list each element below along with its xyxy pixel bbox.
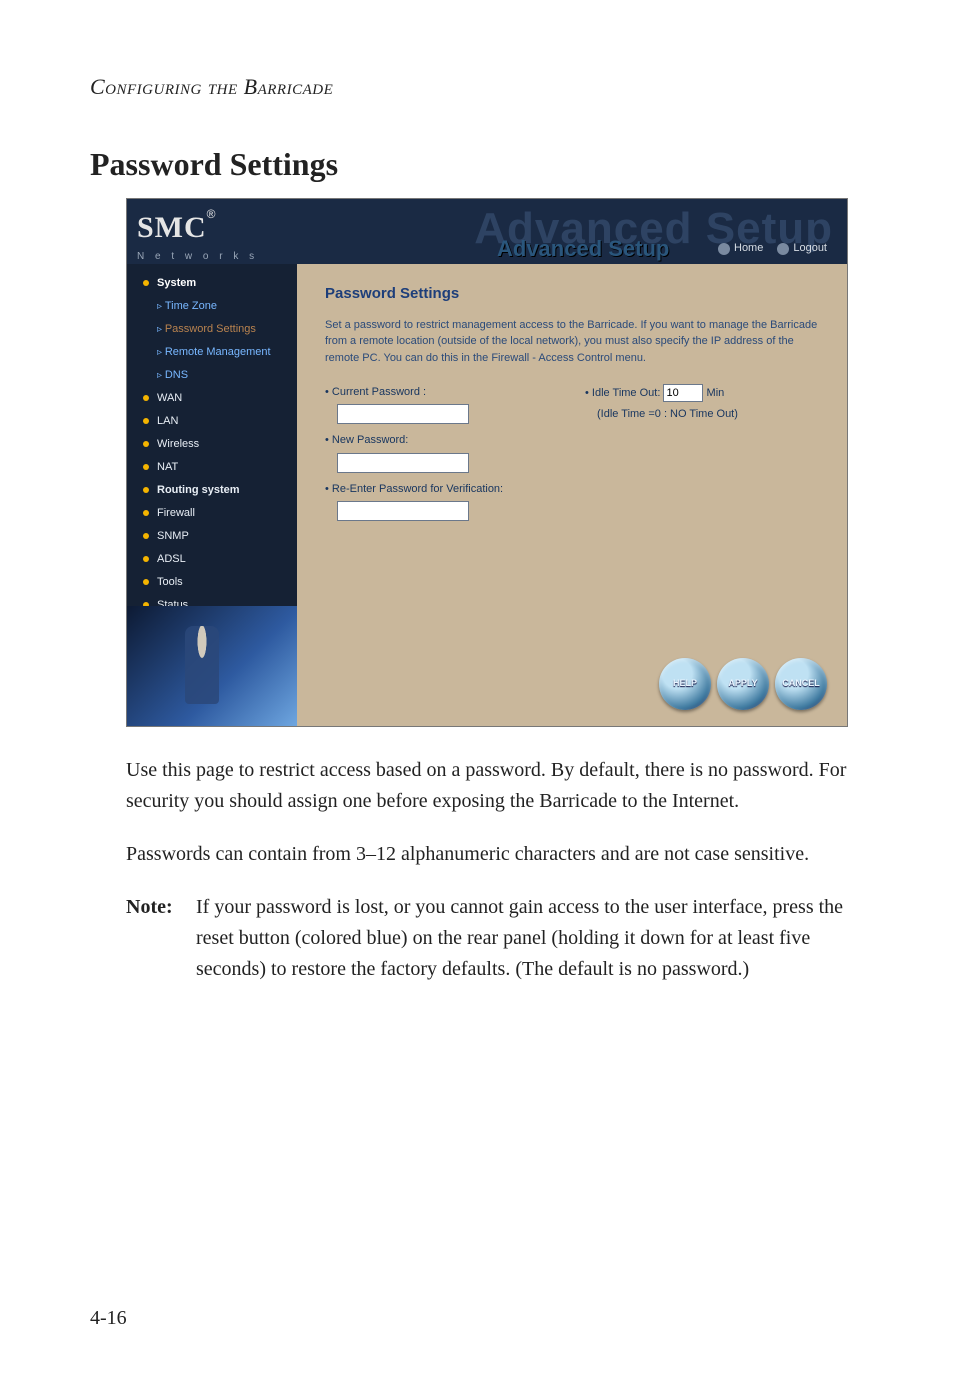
sidebar-subitem-password-settings[interactable]: Password Settings [127, 318, 297, 341]
panel-heading: Password Settings [325, 282, 825, 305]
panel-intro: Set a password to restrict management ac… [325, 317, 825, 367]
note-label: Note: [126, 892, 196, 985]
help-button[interactable]: HELP [659, 658, 711, 710]
sidebar-subitem-dns[interactable]: DNS [127, 364, 297, 387]
sidebar-item-snmp[interactable]: SNMP [143, 530, 189, 542]
idle-timeout-label: Idle Time Out: [585, 387, 660, 399]
sidebar-subitem-remote-management[interactable]: Remote Management [127, 341, 297, 364]
home-icon [718, 243, 730, 255]
body-paragraph-2: Passwords can contain from 3–12 alphanum… [126, 839, 864, 870]
new-password-label: New Password: [325, 432, 585, 449]
apply-button[interactable]: APPLY [717, 658, 769, 710]
logout-label: Logout [793, 240, 827, 257]
screenshot: SMC® N e t w o r k s Advanced Setup Adva… [126, 198, 848, 727]
sidebar-item-adsl[interactable]: ADSL [143, 553, 186, 565]
cancel-button[interactable]: CANCEL [775, 658, 827, 710]
logo: SMC® N e t w o r k s [137, 205, 258, 264]
current-password-label: Current Password : [325, 384, 585, 401]
header-title: Advanced Setup [497, 232, 669, 264]
current-password-input[interactable] [337, 404, 469, 424]
logout-icon [777, 243, 789, 255]
logo-registered: ® [207, 207, 216, 221]
sidebar-item-wan[interactable]: WAN [143, 392, 182, 404]
reenter-password-label: Re-Enter Password for Verification: [325, 481, 585, 498]
logo-subtext: N e t w o r k s [137, 249, 258, 264]
sidebar-item-wireless[interactable]: Wireless [143, 438, 199, 450]
sidebar: System Time ZonePassword SettingsRemote M… [127, 264, 297, 726]
home-link[interactable]: Home [718, 240, 763, 257]
sidebar-item-lan[interactable]: LAN [143, 415, 178, 427]
body-paragraph-1: Use this page to restrict access based o… [126, 755, 864, 817]
home-label: Home [734, 240, 763, 257]
sidebar-item-routing-system[interactable]: Routing system [143, 484, 240, 496]
running-head: Configuring the Barricade [90, 70, 864, 104]
sidebar-item-tools[interactable]: Tools [143, 576, 183, 588]
sidebar-image [127, 606, 297, 726]
logo-text: SMC [137, 211, 207, 244]
reenter-password-input[interactable] [337, 501, 469, 521]
note-body: If your password is lost, or you cannot … [196, 892, 864, 985]
logout-link[interactable]: Logout [777, 240, 827, 257]
idle-timeout-unit: Min [707, 387, 725, 399]
idle-timeout-input[interactable]: 10 [663, 384, 703, 402]
sidebar-item-system[interactable]: System [143, 277, 196, 289]
sidebar-item-firewall[interactable]: Firewall [143, 507, 195, 519]
idle-timeout-note: (Idle Time =0 : NO Time Out) [597, 406, 738, 423]
screenshot-header: SMC® N e t w o r k s Advanced Setup Adva… [127, 199, 847, 264]
sidebar-item-nat[interactable]: NAT [143, 461, 178, 473]
sidebar-subitem-time-zone[interactable]: Time Zone [127, 295, 297, 318]
new-password-input[interactable] [337, 453, 469, 473]
content-pane: Password Settings Set a password to rest… [297, 264, 847, 726]
page-number: 4-16 [90, 1303, 127, 1334]
section-title: Password Settings [90, 140, 864, 190]
